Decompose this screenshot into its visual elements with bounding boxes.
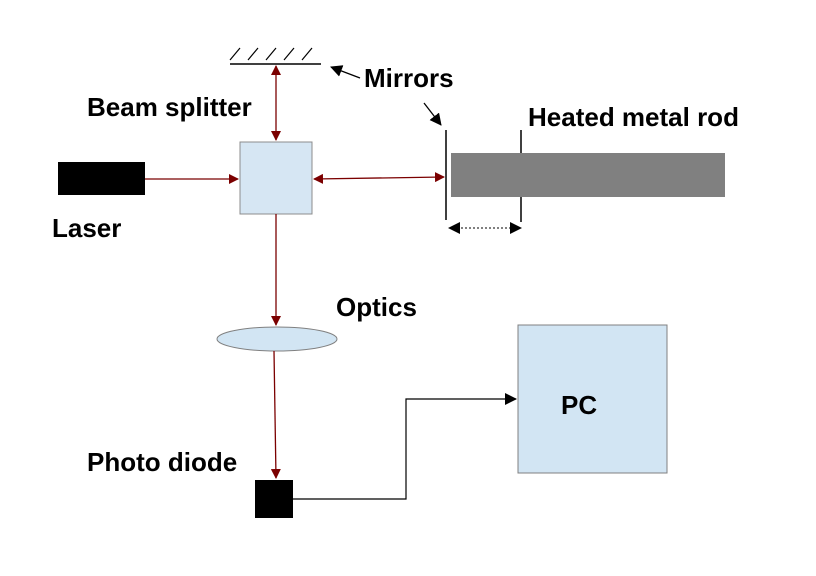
mirrors-pointer-top — [330, 65, 361, 79]
label-laser: Laser — [52, 213, 121, 243]
pc-box — [517, 324, 668, 474]
label-mirrors: Mirrors — [364, 63, 454, 93]
heated-metal-rod — [451, 153, 725, 197]
signal-wire — [293, 393, 517, 500]
beam-splitter — [239, 141, 313, 215]
beam-to-photodiode — [270, 350, 281, 479]
laser — [58, 162, 145, 195]
label-photo-diode: Photo diode — [87, 447, 237, 477]
label-beam-splitter: Beam splitter — [87, 92, 252, 122]
label-heated-metal-rod: Heated metal rod — [528, 102, 739, 132]
photo-diode — [255, 480, 293, 518]
mirrors-pointer-side — [423, 102, 442, 126]
label-pc: PC — [561, 390, 597, 420]
label-optics: Optics — [336, 292, 417, 322]
top-mirror — [229, 47, 321, 65]
beam-to-side-mirror — [313, 172, 445, 184]
optics-lens — [216, 326, 338, 352]
